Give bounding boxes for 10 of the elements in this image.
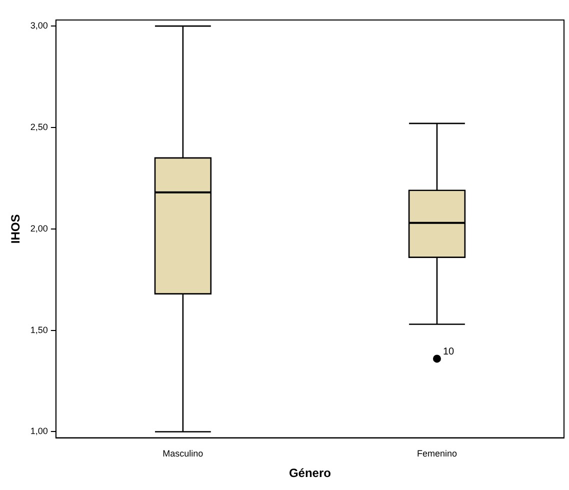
x-tick-label: Femenino: [416, 448, 457, 459]
x-tick-label: Masculino: [162, 448, 204, 459]
y-tick-label: 1,50: [30, 324, 48, 335]
y-axis-title: IHOS: [8, 214, 23, 244]
y-tick-label: 1,00: [30, 426, 48, 436]
annotation: 10: [442, 346, 455, 358]
y-tick-label: 2,00: [30, 223, 48, 234]
x-axis-title: Género: [288, 466, 331, 480]
y-tick-label: 2,50: [30, 122, 48, 132]
y-tick-label: 3,00: [30, 20, 48, 31]
